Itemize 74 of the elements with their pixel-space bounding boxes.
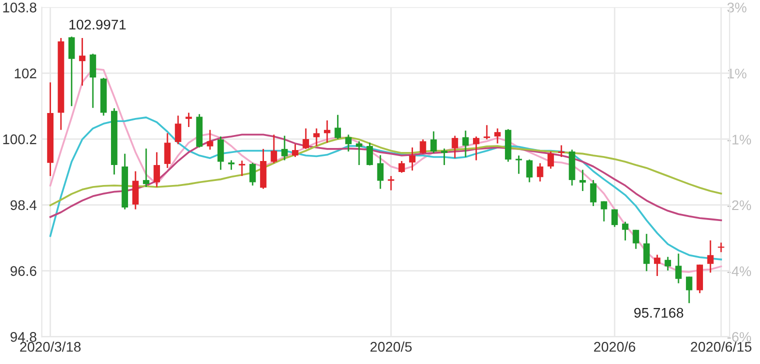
candlestick [622, 221, 628, 242]
candlestick [484, 124, 490, 140]
candlestick [270, 134, 278, 164]
candlestick [536, 162, 544, 182]
candlestick [473, 136, 480, 161]
candlestick [366, 142, 373, 166]
candlestick [142, 148, 150, 188]
y-tick-label: 94.8 [10, 332, 36, 342]
candlestick [707, 240, 714, 274]
line-series [49, 136, 722, 206]
x-tick-label: 2020/3/18 [20, 342, 81, 352]
candlestick [420, 138, 426, 154]
annotation: 102.9971 [69, 20, 126, 30]
candlestick [217, 136, 224, 170]
candlestick [292, 143, 298, 158]
candlestick [600, 200, 608, 222]
candlestick [632, 229, 640, 250]
candlestick [68, 36, 75, 107]
annotation: 95.7168 [634, 308, 684, 318]
candlestick [90, 53, 96, 109]
candlestick [238, 160, 246, 177]
candlestick [313, 128, 320, 147]
candlestick [643, 233, 650, 272]
candlestick [686, 276, 692, 304]
line-series [49, 134, 722, 222]
candlestick [558, 144, 565, 158]
candlestick [526, 158, 533, 183]
y2-tick-label: -4% [727, 266, 752, 276]
candlestick [409, 146, 416, 172]
candlestick [174, 114, 182, 145]
candlestick [249, 162, 256, 186]
candlestick [579, 169, 586, 192]
candlestick [186, 112, 192, 128]
candlestick [494, 128, 501, 144]
candlestick [452, 135, 458, 159]
candlestick [154, 152, 160, 188]
candlestick [718, 242, 724, 253]
candlestick [590, 179, 597, 207]
candlestick [79, 37, 86, 86]
y-tick-label: 96.6 [10, 266, 36, 276]
candlestick [664, 256, 672, 272]
y-tick-label: 102 [14, 68, 36, 78]
candlestick [356, 140, 362, 166]
candlestick [132, 170, 139, 210]
candlestick [302, 128, 310, 150]
candlestick [675, 252, 682, 284]
x-tick-label: 2020/5 [370, 342, 412, 352]
x-tick-label: 2020/6 [594, 342, 636, 352]
y2-tick-label: 3% [727, 2, 746, 12]
y-tick-label: 103.8 [3, 2, 36, 12]
y2-tick-label: 1% [728, 68, 746, 78]
candlestick [228, 160, 235, 170]
candlestick [441, 148, 448, 166]
y-tick-label: 100.2 [3, 134, 36, 144]
candlestick [548, 150, 554, 170]
candlestick [516, 154, 522, 175]
candlestick [462, 130, 469, 158]
candlestick [430, 130, 437, 154]
candlestick [281, 135, 288, 161]
y-tick-label: 98.4 [10, 200, 37, 210]
candlestick [377, 154, 384, 190]
x-tick-label: 2020/6/15 [690, 342, 752, 352]
candlestick [398, 160, 405, 174]
candlestick [611, 208, 618, 228]
candlestick [345, 134, 352, 152]
candlestick [654, 254, 660, 277]
y2-tick-label: -2% [727, 200, 752, 210]
candlestick [164, 132, 171, 169]
candlestick [334, 114, 341, 140]
candlestick [324, 120, 330, 144]
candlestick [388, 175, 394, 191]
y2-tick-label: -1% [727, 134, 752, 144]
candlestick [206, 129, 214, 150]
y2-tick-label: -6% [727, 332, 752, 342]
